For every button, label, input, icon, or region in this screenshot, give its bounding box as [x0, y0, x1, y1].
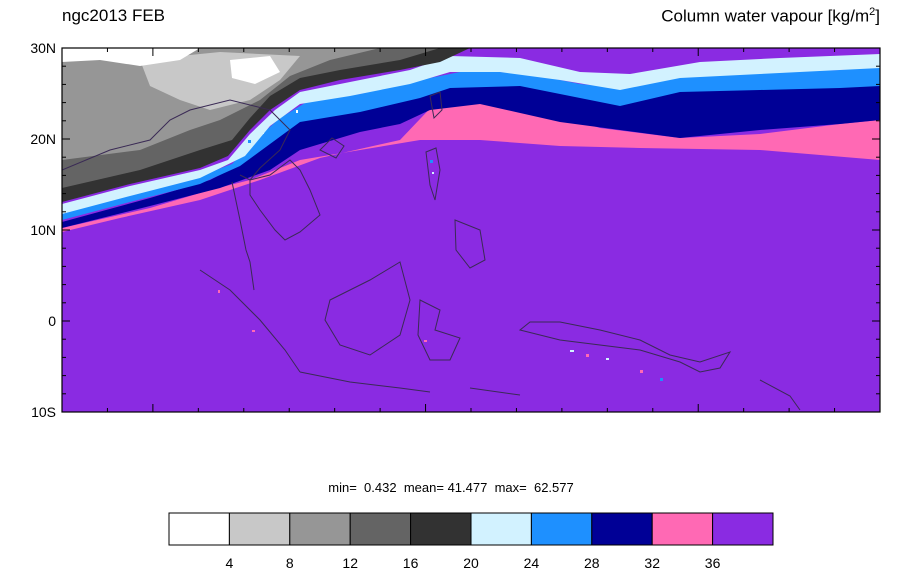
water-vapour-map: 90E120E150E30N20N10N010S [30, 40, 881, 420]
legend-box [410, 512, 472, 546]
units-title-end: ] [875, 6, 880, 26]
legend-box [591, 512, 653, 546]
max-value: 62.577 [533, 480, 574, 495]
legend-label: 28 [584, 555, 600, 571]
stats-line: min= 0.432 mean= 41.477 max= 62.577 [0, 480, 902, 495]
plot-title-left: ngc2013 FEB [62, 6, 166, 25]
legend-box [651, 512, 714, 546]
band-32-36 [62, 98, 880, 232]
coastlines [62, 91, 801, 411]
legend-box [712, 512, 774, 546]
legend-box [289, 512, 351, 546]
axis-ticks [61, 47, 881, 413]
legend-label: 36 [705, 555, 721, 571]
legend-label: 4 [226, 555, 234, 571]
band-0-4-patch [230, 56, 280, 84]
y-tick-label: 20N [30, 131, 56, 147]
legend-label: 20 [463, 555, 479, 571]
legend-label: 32 [644, 555, 660, 571]
axis-labels: 90E120E150E30N20N10N010S [30, 40, 56, 420]
legend-label: 12 [342, 555, 358, 571]
y-tick-label: 10S [31, 404, 56, 420]
units-title: Column water vapour [kg/m [661, 6, 870, 26]
legend-label: 24 [524, 555, 540, 571]
speckles [218, 110, 663, 381]
min-value: 0.432 [364, 480, 397, 495]
band-0-4 [62, 48, 200, 66]
min-label: min= [328, 480, 357, 495]
band-28-32 [62, 84, 880, 228]
band-24-28 [62, 66, 880, 220]
y-tick-label: 0 [48, 313, 56, 329]
legend-label: 8 [286, 555, 294, 571]
legend-labels: 4 8 12 16 20 24 28 32 36 [226, 555, 721, 571]
legend-boxes [168, 512, 774, 546]
plot-title-right: Column water vapour [kg/m2] [661, 6, 880, 27]
units-superscript: 2 [869, 6, 876, 18]
mean-value: 41.477 [447, 480, 488, 495]
max-label: max= [494, 480, 527, 495]
y-tick-label: 30N [30, 40, 56, 56]
legend-box [530, 512, 593, 546]
y-tick-label: 10N [30, 222, 56, 238]
band-20-24 [62, 54, 880, 214]
mean-label: mean= [403, 480, 444, 495]
legend-box [470, 512, 532, 546]
legend-box [168, 512, 230, 546]
legend-box [228, 512, 291, 546]
legend-label: 16 [403, 555, 419, 571]
legend-box [349, 512, 412, 546]
